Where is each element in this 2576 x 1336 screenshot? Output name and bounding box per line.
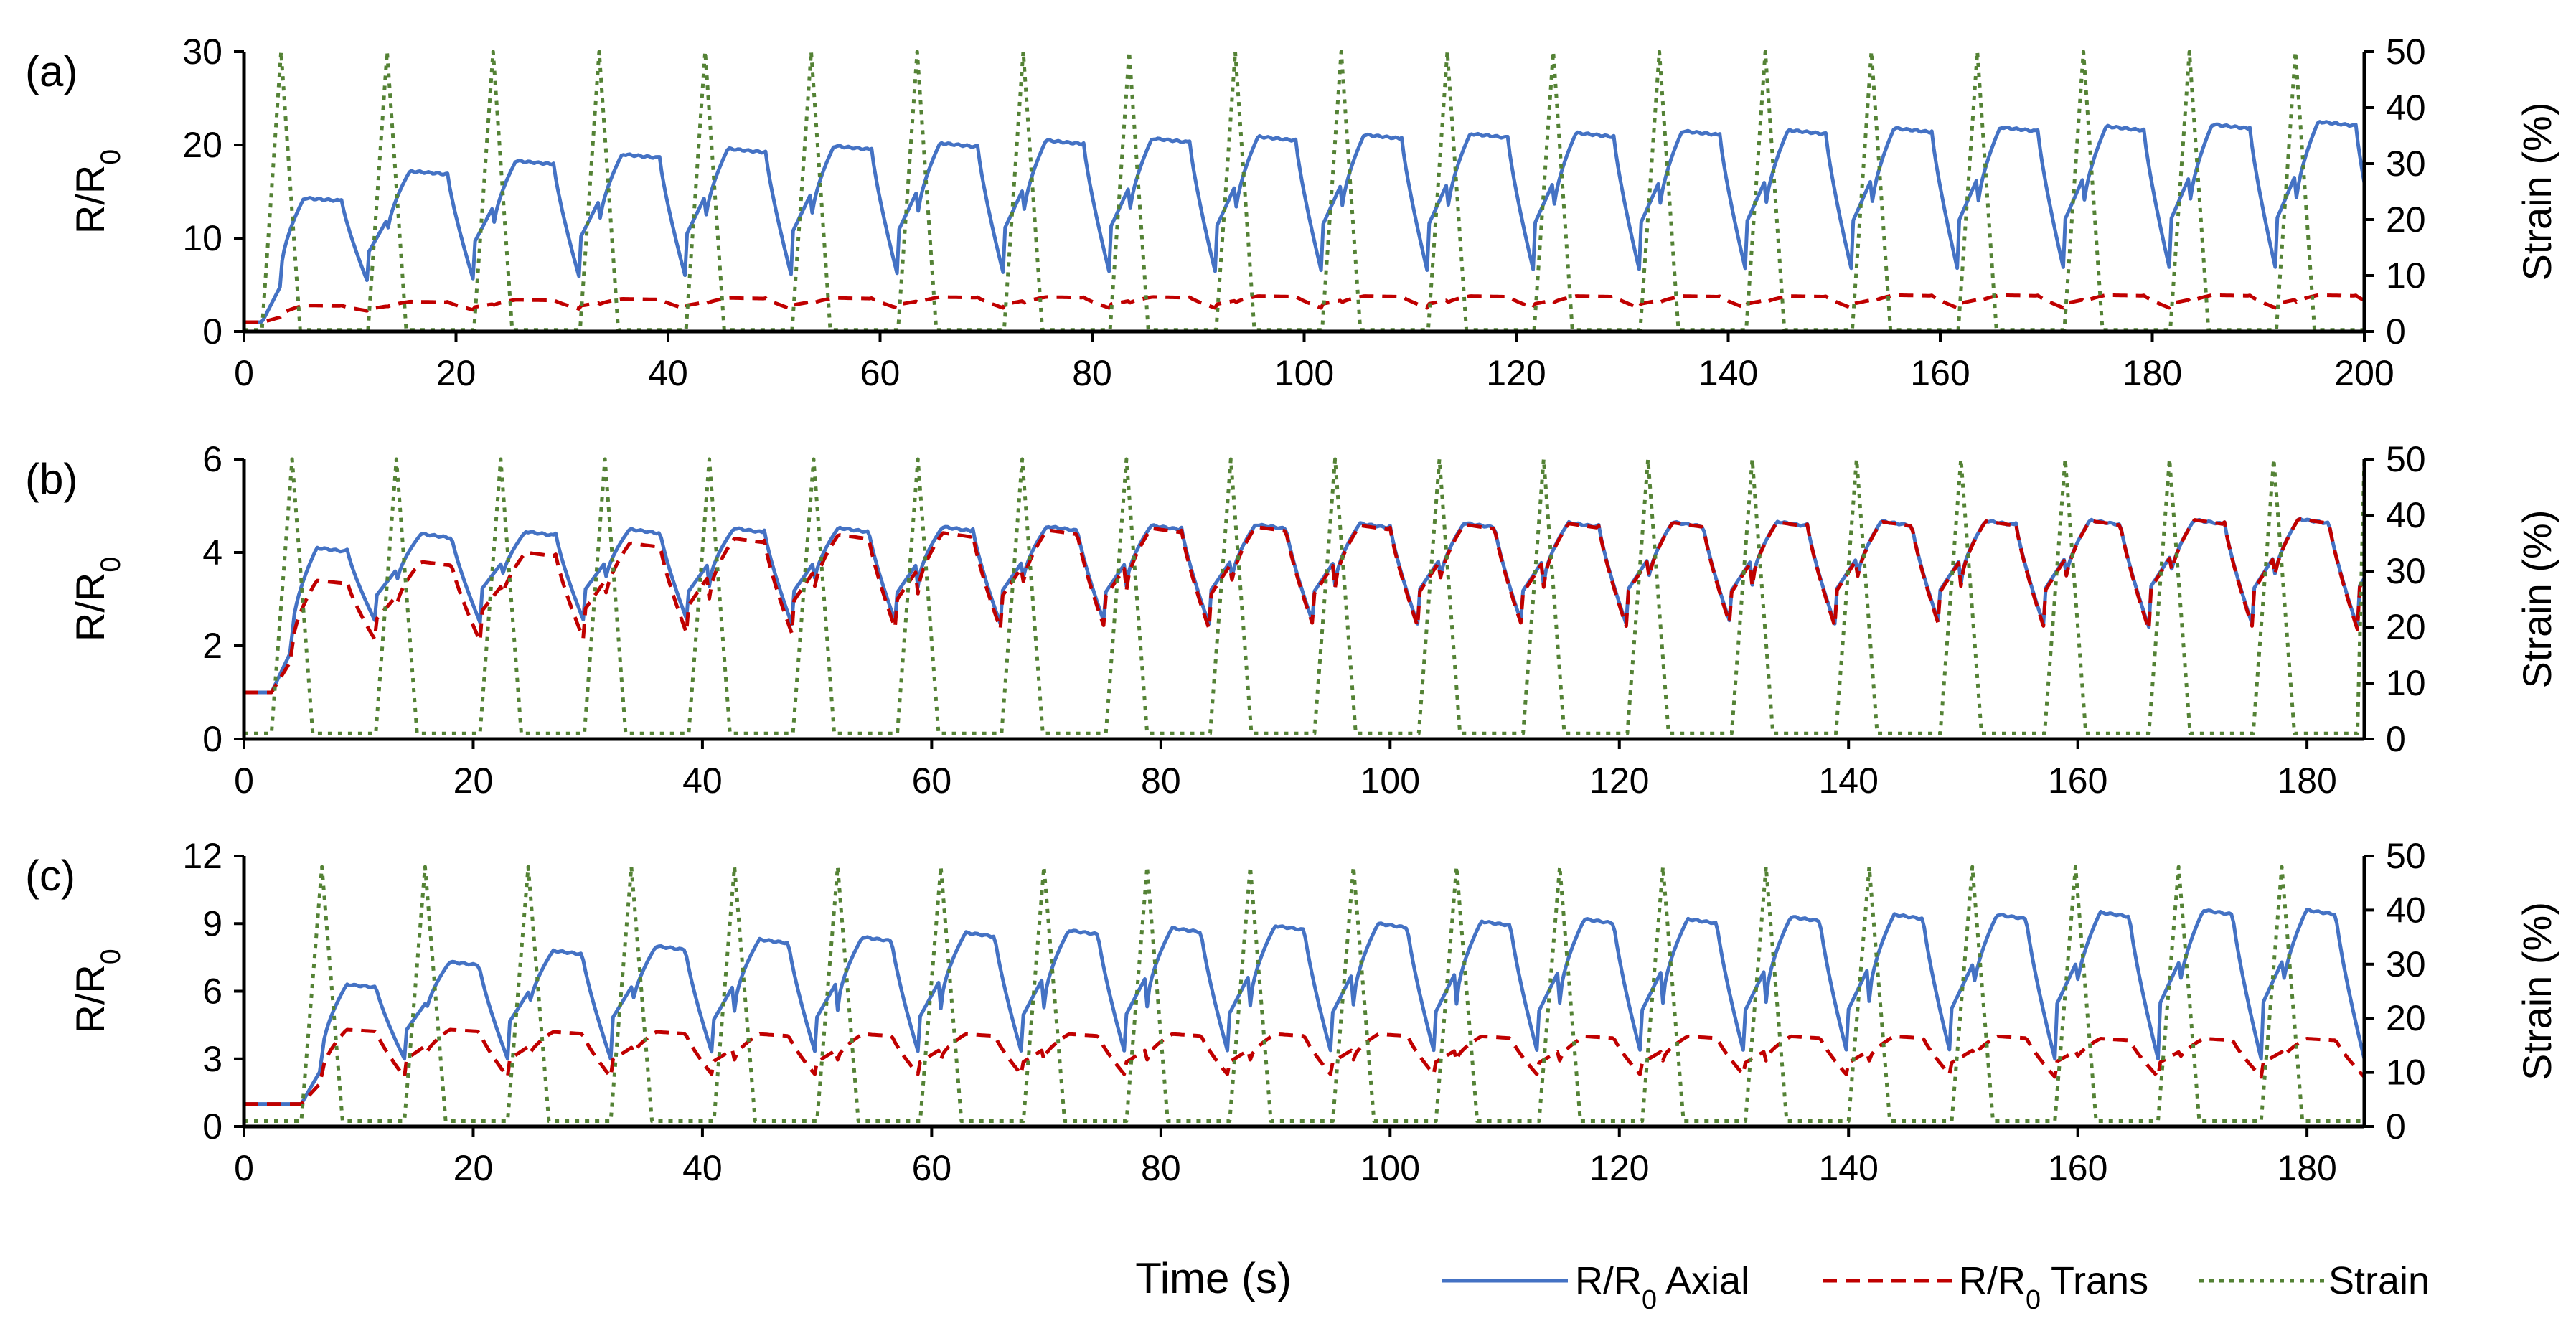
y-tick-label: 6 xyxy=(202,439,222,479)
y-axis-title: R/R0 xyxy=(67,557,126,641)
panel-letter: (c) xyxy=(25,852,75,900)
series-line-r-r0-axial xyxy=(244,120,2366,324)
series-line-r-r0-axial xyxy=(244,908,2366,1106)
x-tick-label: 80 xyxy=(1141,1148,1181,1188)
series-line-r-r0-trans xyxy=(244,1027,2366,1106)
x-tick-label: 40 xyxy=(648,353,688,393)
y2-tick-label: 30 xyxy=(2386,144,2426,184)
y-tick-label: 2 xyxy=(202,626,222,666)
x-tick-label: 180 xyxy=(2123,353,2182,393)
x-tick-label: 140 xyxy=(1818,761,1878,801)
x-tick-label: 20 xyxy=(436,353,476,393)
x-tick-label: 60 xyxy=(912,1148,952,1188)
x-tick-label: 20 xyxy=(453,1148,494,1188)
y2-tick-label: 50 xyxy=(2386,439,2426,479)
legend-label: R/R0 Axial xyxy=(1575,1259,1749,1315)
panel-letter: (a) xyxy=(25,47,77,95)
series-line-r-r0-trans xyxy=(244,517,2366,695)
y2-tick-label: 10 xyxy=(2386,663,2426,703)
y-tick-label: 0 xyxy=(202,311,222,352)
panel-1: (a)0 20 40 60 80 100 120 140 160 180 2000102030010… xyxy=(25,32,2559,393)
series-line-strain xyxy=(244,865,2366,1123)
y2-tick-label: 40 xyxy=(2386,890,2426,930)
x-tick-label: 160 xyxy=(2048,1148,2107,1188)
y2-tick-label: 10 xyxy=(2386,255,2426,296)
y2-tick-label: 50 xyxy=(2386,32,2426,72)
y2-tick-label: 30 xyxy=(2386,944,2426,984)
legend-label: Strain xyxy=(2328,1259,2430,1302)
y2-tick-label: 20 xyxy=(2386,199,2426,240)
y2-axis-title: Strain (%) xyxy=(2514,902,2559,1081)
x-tick-label: 0 xyxy=(234,353,254,393)
y2-tick-label: 40 xyxy=(2386,495,2426,535)
y-axis-title: R/R0 xyxy=(67,149,126,234)
y-axis-title: R/R0 xyxy=(67,949,126,1033)
x-tick-label: 160 xyxy=(1910,353,1970,393)
x-tick-label: 100 xyxy=(1360,761,1420,801)
y-tick-label: 0 xyxy=(202,719,222,759)
x-tick-label: 80 xyxy=(1141,761,1181,801)
y2-tick-label: 30 xyxy=(2386,551,2426,591)
x-tick-label: 120 xyxy=(1486,353,1546,393)
series-line-r-r0-trans xyxy=(244,293,2366,324)
x-tick-label: 180 xyxy=(2277,1148,2336,1188)
x-axis-title: Time (s) xyxy=(1135,1254,1292,1302)
panel-3: (c)0 20 40 60 80 100 120 140 160 1800369120102030… xyxy=(25,836,2559,1188)
y-tick-label: 30 xyxy=(182,32,222,72)
y-tick-label: 4 xyxy=(202,532,222,573)
y-tick-label: 0 xyxy=(202,1106,222,1147)
x-tick-label: 0 xyxy=(234,1148,254,1188)
x-tick-label: 160 xyxy=(2048,761,2107,801)
x-tick-label: 80 xyxy=(1072,353,1112,393)
y2-tick-label: 10 xyxy=(2386,1053,2426,1093)
y-tick-label: 6 xyxy=(202,972,222,1012)
y-tick-label: 12 xyxy=(182,836,222,876)
y2-tick-label: 0 xyxy=(2386,719,2406,759)
panel-2: (b)0 20 40 60 80 100 120 140 160 1800246010203040… xyxy=(25,439,2559,801)
x-tick-label: 60 xyxy=(912,761,952,801)
x-tick-label: 40 xyxy=(682,761,723,801)
y2-tick-label: 20 xyxy=(2386,607,2426,647)
panel-letter: (b) xyxy=(25,455,77,503)
y-tick-label: 20 xyxy=(182,125,222,165)
y-tick-label: 9 xyxy=(202,903,222,944)
x-tick-label: 180 xyxy=(2277,761,2336,801)
legend-label: R/R0 Trans xyxy=(1959,1259,2148,1315)
y-tick-label: 3 xyxy=(202,1039,222,1079)
x-tick-label: 200 xyxy=(2334,353,2394,393)
x-tick-label: 0 xyxy=(234,761,254,801)
x-tick-label: 40 xyxy=(682,1148,723,1188)
y2-tick-label: 0 xyxy=(2386,1106,2406,1147)
x-tick-label: 100 xyxy=(1360,1148,1420,1188)
x-tick-label: 20 xyxy=(453,761,494,801)
y-tick-label: 10 xyxy=(182,218,222,258)
x-tick-label: 140 xyxy=(1818,1148,1878,1188)
y2-axis-title: Strain (%) xyxy=(2514,103,2559,281)
x-tick-label: 60 xyxy=(860,353,901,393)
x-tick-label: 100 xyxy=(1274,353,1334,393)
x-tick-label: 120 xyxy=(1589,761,1649,801)
chart-panels: (a)0 20 40 60 80 100 120 140 160 180 2000102030010… xyxy=(25,32,2559,1188)
y2-tick-label: 50 xyxy=(2386,836,2426,876)
x-tick-label: 140 xyxy=(1698,353,1758,393)
y2-tick-label: 20 xyxy=(2386,998,2426,1038)
legend: R/R0 Axial R/R0 Trans Strain xyxy=(1442,1259,2430,1315)
y2-axis-title: Strain (%) xyxy=(2514,510,2559,689)
y2-tick-label: 0 xyxy=(2386,311,2406,352)
x-tick-label: 120 xyxy=(1589,1148,1649,1188)
y2-tick-label: 40 xyxy=(2386,88,2426,128)
